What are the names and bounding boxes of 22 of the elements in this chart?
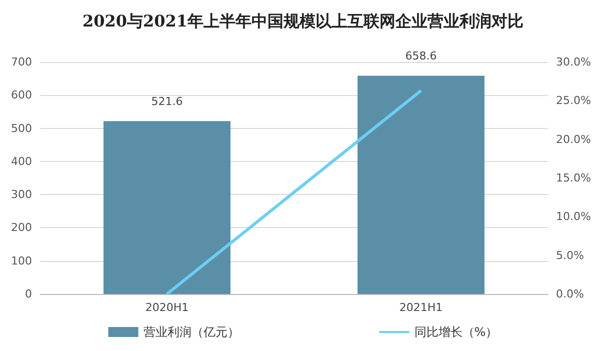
- y2-tick-label: 10.0%: [556, 210, 591, 224]
- x-tick-label: 2021H1: [399, 301, 443, 314]
- x-tick-label: 2020H1: [145, 301, 189, 314]
- legend-label: 同比增长（%）: [414, 325, 498, 339]
- y2-tick-label: 25.0%: [556, 94, 591, 108]
- y-tick-label: 0: [25, 288, 32, 300]
- y-tick-label: 700: [11, 56, 32, 68]
- y-tick-label: 100: [11, 254, 32, 268]
- y2-tick-label: 15.0%: [556, 172, 591, 184]
- y-tick-label: 200: [11, 221, 32, 234]
- chart-title: 2020与2021年上半年中国规模以上互联网企业营业利润对比: [82, 12, 524, 30]
- data-label: 521.6: [151, 95, 183, 108]
- y2-tick-label: 5.0%: [556, 248, 584, 262]
- y-tick-label: 400: [11, 154, 32, 168]
- y2-tick-label: 0.0%: [556, 288, 584, 300]
- y2-tick-label: 30.0%: [556, 56, 591, 68]
- y-tick-label: 300: [11, 188, 32, 202]
- data-label: 658.6: [405, 50, 437, 63]
- y-tick-label: 500: [11, 122, 32, 135]
- y-tick-label: 600: [11, 88, 32, 102]
- legend-label: 营业利润（亿元）: [143, 325, 240, 339]
- y2-tick-label: 20.0%: [556, 132, 591, 146]
